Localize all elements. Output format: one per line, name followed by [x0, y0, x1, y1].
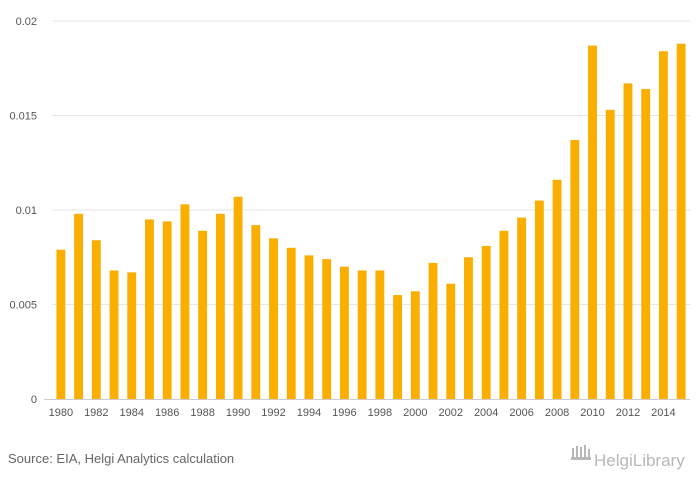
bars — [56, 43, 686, 400]
bar-1994 — [304, 255, 314, 399]
x-tick-label-1998: 1998 — [368, 407, 392, 419]
bar-1981 — [74, 213, 84, 399]
bar-1998 — [375, 270, 385, 399]
bar-2000 — [410, 291, 420, 399]
y-tick-label: 0.005 — [9, 300, 37, 312]
bar-2002 — [446, 283, 456, 399]
bar-1991 — [251, 225, 261, 399]
y-tick-label: 0.02 — [16, 16, 37, 28]
bar-1990 — [233, 196, 243, 399]
x-tick-label-2012: 2012 — [616, 407, 640, 419]
bar-2011 — [605, 109, 615, 399]
source-note: Source: EIA, Helgi Analytics calculation — [8, 451, 234, 466]
x-tick-label-1986: 1986 — [155, 407, 179, 419]
x-axis-tick-labels: 1980 1982 1984 1986 1988 1990 1992 1994 1996 1998… — [49, 407, 676, 419]
x-tick-label-1988: 1988 — [190, 407, 214, 419]
y-axis-tick-labels: 0 0.005 0.01 0.015 0.02 — [9, 16, 37, 406]
x-tick-label-2000: 2000 — [403, 407, 427, 419]
bar-2006 — [517, 217, 527, 399]
bar-1995 — [322, 259, 332, 399]
x-tick-label-1994: 1994 — [297, 407, 321, 419]
bar-1985 — [145, 219, 154, 399]
bar-1997 — [357, 270, 367, 399]
y-tick-label: 0 — [31, 394, 37, 406]
bar-1989 — [215, 213, 225, 399]
x-tick-label-2008: 2008 — [545, 407, 569, 419]
x-tick-label-1992: 1992 — [261, 407, 285, 419]
bar-2004 — [481, 245, 491, 399]
bar-2005 — [499, 230, 509, 399]
x-tick-label-1982: 1982 — [84, 407, 108, 419]
y-tick-label: 0.015 — [9, 111, 37, 123]
x-tick-label-2014: 2014 — [651, 407, 675, 419]
x-tick-label-1980: 1980 — [49, 407, 73, 419]
bar-2007 — [534, 200, 544, 399]
x-tick-label-2004: 2004 — [474, 407, 498, 419]
bar-1982 — [91, 240, 101, 399]
bar-2015 — [676, 43, 686, 400]
y-tick-label: 0.01 — [16, 205, 37, 217]
bar-2012 — [623, 83, 633, 400]
gridlines — [52, 20, 690, 305]
bar-1992 — [269, 238, 278, 399]
bar-2010 — [588, 45, 597, 399]
x-tick-label-1996: 1996 — [332, 407, 356, 419]
bar-2009 — [570, 140, 580, 399]
x-tick-label-2002: 2002 — [439, 407, 463, 419]
bar-2001 — [428, 262, 438, 399]
bar-1986 — [162, 221, 172, 399]
bar-2014 — [658, 51, 668, 400]
helgi-library-logo: HelgiLibrary — [571, 445, 685, 470]
bar-2013 — [641, 89, 651, 399]
x-tick-label-2006: 2006 — [509, 407, 533, 419]
bar-1996 — [339, 266, 349, 399]
bar-2003 — [464, 257, 473, 399]
bar-1999 — [393, 295, 403, 399]
x-tick-label-1984: 1984 — [120, 407, 144, 419]
library-building-icon — [571, 445, 591, 460]
bar-1984 — [127, 272, 137, 399]
logo-wordmark: HelgiLibrary — [594, 451, 685, 470]
bar-1983 — [109, 270, 119, 399]
x-tick-label-2010: 2010 — [580, 407, 604, 419]
bar-2008 — [552, 179, 562, 399]
bar-1980 — [56, 249, 66, 399]
bar-1988 — [198, 230, 208, 399]
x-tick-label-1990: 1990 — [226, 407, 250, 419]
bar-1993 — [286, 247, 296, 399]
bar-1987 — [180, 204, 190, 399]
